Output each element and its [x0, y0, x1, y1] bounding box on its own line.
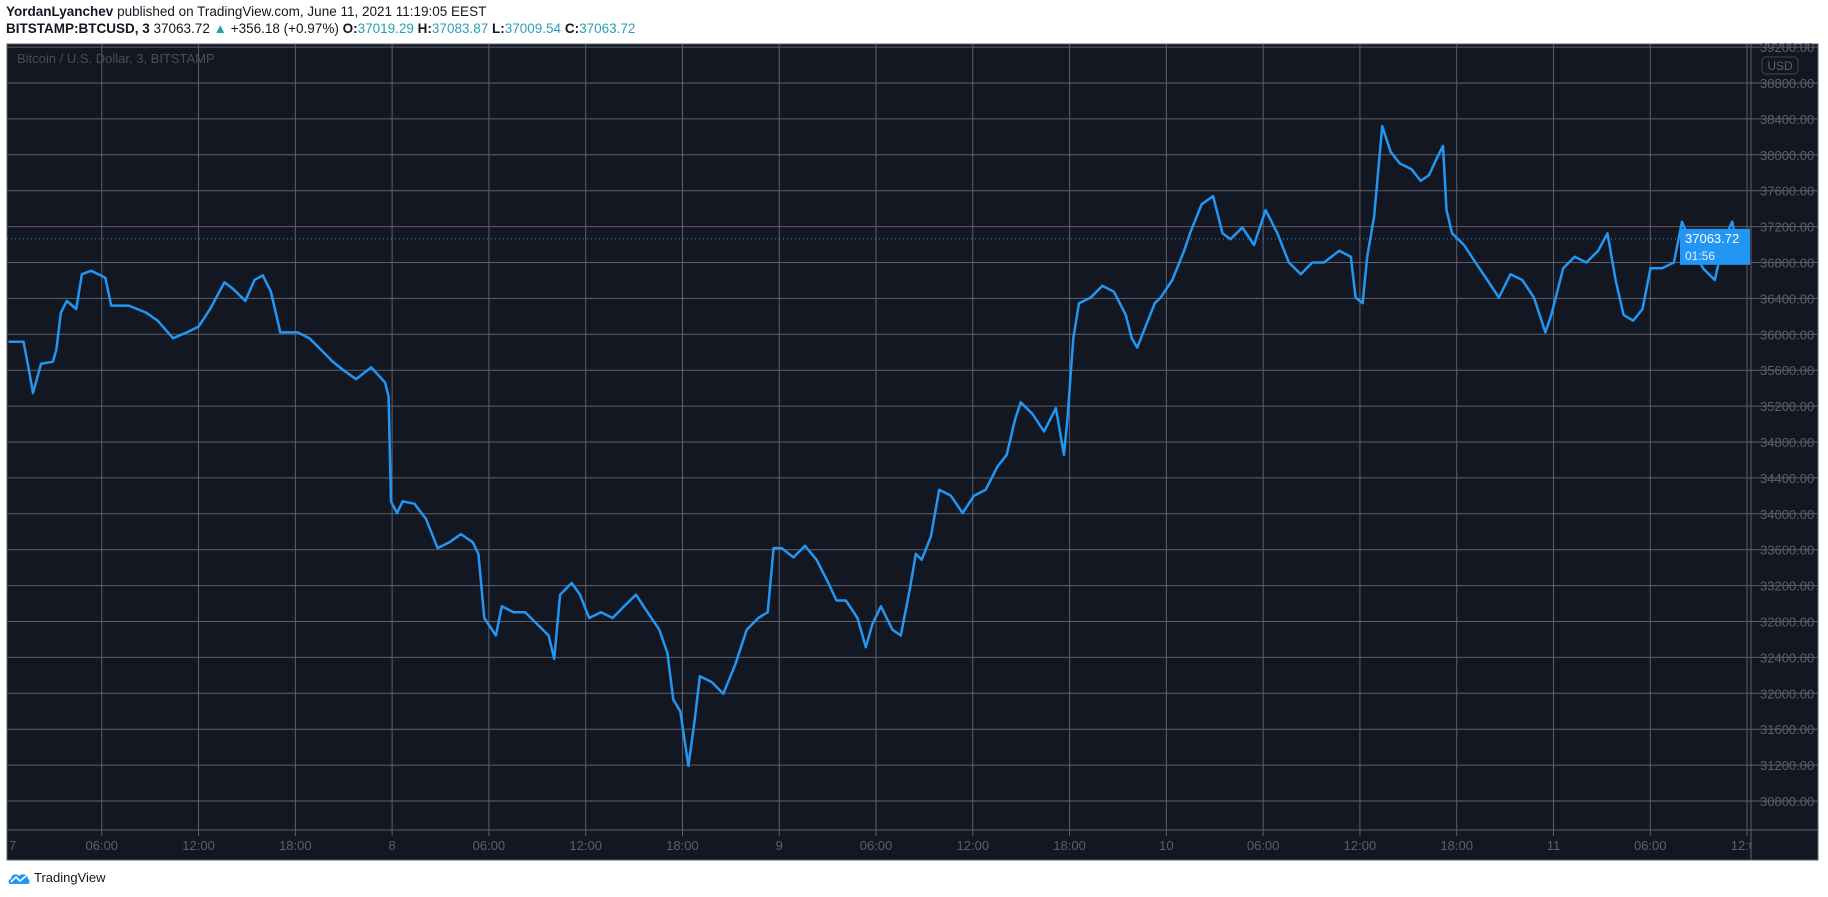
time-tick-label: 18:00 [279, 838, 312, 853]
last-price-tag: 37063.72 01:56 [1680, 228, 1750, 265]
up-triangle-icon: ▲ [213, 21, 227, 36]
price-tick-label: 36400.00 [1760, 291, 1814, 306]
footer-brand[interactable]: TradingView [8, 870, 106, 885]
price-tick-label: 32000.00 [1760, 686, 1814, 701]
time-tick-label: 12:00 [569, 838, 602, 853]
price-tick-label: 30800.00 [1760, 794, 1814, 809]
tradingview-logo-icon [8, 873, 30, 884]
price-tick-label: 36800.00 [1760, 256, 1814, 271]
price-series-line [8, 124, 1737, 768]
time-tick-label: 12:00 [182, 838, 215, 853]
grid [7, 44, 1818, 860]
price-tick-label: 36000.00 [1760, 327, 1814, 342]
high-value: 37083.87 [431, 21, 489, 36]
price-tick-label: 33200.00 [1760, 579, 1814, 594]
price-tick-label: 37600.00 [1760, 184, 1814, 199]
price-tick-label: 32400.00 [1760, 650, 1814, 665]
time-tick-label: 06:00 [1634, 838, 1667, 853]
price-tick-label: 35200.00 [1760, 399, 1814, 414]
chart-title: Bitcoin / U.S. Dollar, 3, BITSTAMP [17, 51, 215, 66]
currency-badge[interactable] [1761, 56, 1799, 75]
time-tick-label: 06:00 [473, 838, 506, 853]
price-tick-label: 38800.00 [1760, 76, 1814, 91]
price-tick-label: 34400.00 [1760, 471, 1814, 486]
time-tick-label: 8 [389, 838, 396, 853]
high-label: H: [417, 21, 432, 36]
last-price-tag-value: 37063.72 [1685, 231, 1739, 246]
time-tick-label: 12:00 [1731, 838, 1764, 853]
low-label: L: [492, 21, 505, 36]
symbol: BITSTAMP:BTCUSD, 3 [6, 21, 150, 36]
time-tick-label: 12:00 [1344, 838, 1377, 853]
time-tick-label: 12:00 [957, 838, 990, 853]
price-tick-label: 34000.00 [1760, 507, 1814, 522]
close-value: 37063.72 [579, 21, 636, 36]
price-tick-label: 32800.00 [1760, 615, 1814, 630]
time-tick-label: 06:00 [860, 838, 893, 853]
open-value: 37019.29 [357, 21, 414, 36]
time-tick-label: 7 [9, 838, 16, 853]
low-value: 37009.54 [504, 21, 562, 36]
price-tick-label: 39200.00 [1760, 40, 1814, 55]
price-axis[interactable]: 39200.00 38800.00 38400.00 38000.00 37600.00… [1760, 40, 1814, 809]
author-name[interactable]: YordanLyanchev [6, 4, 114, 19]
time-tick-label: 11 [1547, 838, 1561, 853]
time-tick-label: 18:00 [1053, 838, 1086, 853]
last-price: 37063.72 [153, 21, 210, 36]
time-tick-label: 10 [1159, 838, 1173, 853]
currency-badge-label: USD [1767, 59, 1793, 73]
price-tick-label: 35600.00 [1760, 363, 1814, 378]
price-tick-label: 31600.00 [1760, 722, 1814, 737]
open-label: O: [342, 21, 358, 36]
close-label: C: [564, 21, 580, 36]
time-tick-label: 06:00 [86, 838, 119, 853]
time-tick-label: 18:00 [1440, 838, 1473, 853]
time-tick-label: 06:00 [1247, 838, 1280, 853]
price-tick-label: 37200.00 [1760, 220, 1814, 235]
price-tick-label: 38400.00 [1760, 112, 1814, 127]
publish-info: YordanLyanchev published on TradingView.… [6, 4, 486, 19]
time-axis[interactable]: 7 06:00 12:00 18:00 8 06:00 12:00 18:00 9 06:00 12… [9, 838, 1763, 853]
published-text: published on TradingView.com, June 11, 2… [117, 4, 487, 19]
time-tick-label: 9 [776, 838, 783, 853]
price-tick-label: 38000.00 [1760, 148, 1814, 163]
bar-countdown: 01:56 [1685, 249, 1715, 263]
price-tick-label: 34800.00 [1760, 435, 1814, 450]
price-tick-label: 31200.00 [1760, 758, 1814, 773]
price-tick-label: 33600.00 [1760, 543, 1814, 558]
last-price-tag-background [1680, 228, 1750, 265]
symbol-info: BITSTAMP:BTCUSD, 3 37063.72 ▲ +356.18 (+… [6, 21, 635, 36]
price-change: +356.18 (+0.97%) [230, 21, 339, 36]
brand-name: TradingView [34, 870, 106, 885]
time-tick-label: 18:00 [666, 838, 699, 853]
chart-background [6, 43, 1819, 861]
price-chart[interactable]: 7 06:00 12:00 18:00 8 06:00 12:00 18:00 9 06:00 12… [0, 0, 1828, 865]
